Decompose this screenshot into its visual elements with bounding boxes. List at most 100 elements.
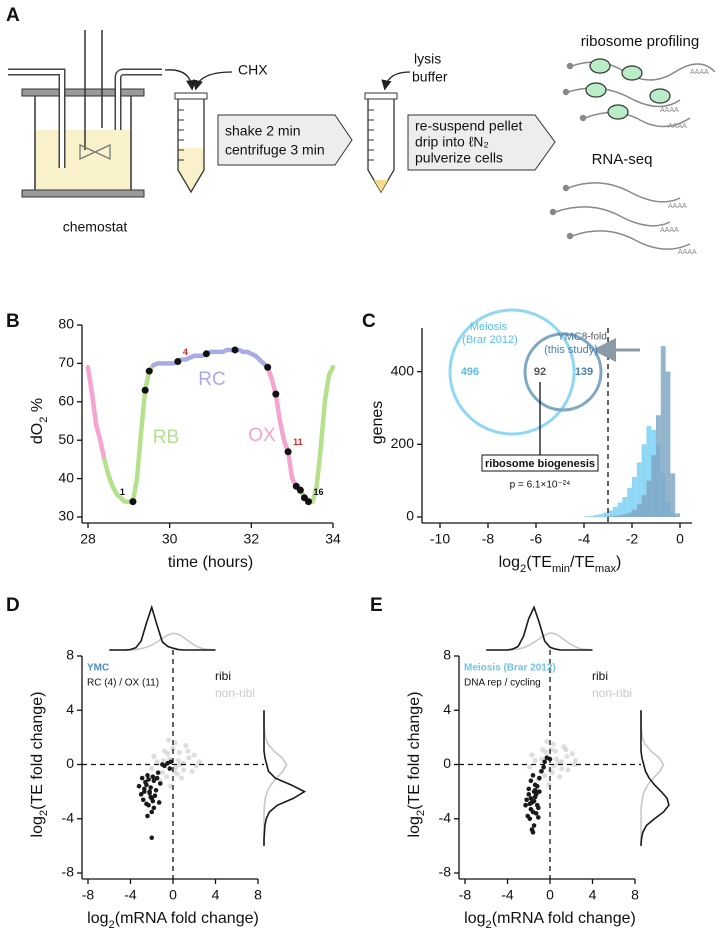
tube [174, 92, 208, 194]
panel-label: A [6, 5, 20, 26]
y-axis-label: log2(TE fold change) [406, 692, 427, 838]
y-tick-label: 50 [58, 431, 74, 447]
scatter-point [563, 746, 569, 753]
histogram-bar [612, 506, 618, 517]
x-axis-label: log2(TEmin/TEmax) [499, 554, 622, 575]
time-point-label: 1 [120, 487, 125, 497]
label-part: 2 [520, 563, 526, 575]
scatter-point [528, 796, 534, 801]
legend-entry: ribi [592, 669, 608, 683]
histogram-bar [612, 515, 618, 517]
x-tick-label: 8 [254, 887, 262, 903]
label-part: (TE fold change) [29, 692, 46, 810]
panel-label: E [370, 595, 383, 616]
poly-a: AAAA [690, 69, 709, 76]
time-point [174, 357, 182, 365]
step-text: centrifuge 3 min [225, 142, 325, 158]
overlap-label: ribosome biogenesis [485, 458, 595, 470]
y-tick-label: 70 [58, 354, 74, 370]
histogram-bar [641, 444, 647, 517]
scatter-point [532, 787, 538, 793]
scatter-point [185, 748, 191, 754]
label-part: 2 [109, 919, 115, 931]
scatter-point [143, 779, 148, 785]
scatter-point [175, 757, 181, 764]
time-point [264, 363, 272, 371]
y-tick-label: 8 [66, 647, 74, 663]
time-point [231, 346, 239, 354]
threshold-label: > 8-fold [573, 332, 607, 343]
scatter-point [536, 815, 541, 820]
venn-count: 139 [575, 366, 593, 378]
histogram-bar [593, 515, 599, 517]
comparison-label: DNA rep / cycling [464, 678, 541, 689]
scatter-point [523, 802, 528, 808]
legend-entry: ribi [215, 669, 231, 683]
histogram-bar [646, 480, 652, 517]
reagent-label: buffer [412, 69, 448, 85]
y-tick-label: 400 [391, 362, 415, 378]
y-tick-label: -4 [62, 809, 75, 825]
step-text: re-suspend pellet [415, 118, 523, 134]
step-text: shake 2 min [225, 123, 300, 139]
venn-count: 92 [534, 366, 546, 378]
scatter-point [151, 753, 157, 759]
scatter-point [565, 767, 571, 773]
annotation-box [481, 454, 599, 472]
y-axis-label: genes [369, 401, 386, 445]
scatter-point [177, 761, 184, 768]
time-point [129, 498, 137, 506]
scatter-point [176, 749, 182, 755]
scatter-point [138, 792, 144, 797]
scatter-point [537, 775, 542, 781]
scatter-point [172, 740, 178, 746]
y-tick-label: 8 [443, 647, 451, 663]
method-label: RNA-seq [592, 151, 653, 168]
y-tick-label: 0 [66, 755, 74, 771]
label-part: log [464, 910, 485, 927]
marginal-density [640, 710, 665, 846]
poly-a: AAAA [678, 249, 697, 256]
scatter-point [191, 752, 197, 758]
scatter-point [564, 753, 570, 759]
label-part: (TE fold change) [406, 692, 423, 810]
histogram-bar [636, 462, 642, 517]
histogram-bar [617, 515, 623, 517]
x-tick-label: 0 [169, 887, 177, 903]
venn-label-line: YMC [557, 331, 585, 343]
scatter-point [157, 781, 163, 786]
reagent-label: lysis [414, 51, 441, 67]
marginal-density [486, 632, 593, 651]
scatter-point [171, 768, 177, 774]
scatter-point [160, 757, 167, 764]
label-part: 2 [486, 919, 492, 931]
label-part: (mRNA fold change) [115, 910, 259, 927]
y-tick-label: 200 [391, 435, 415, 451]
time-point [141, 386, 149, 394]
scatter-point [154, 759, 160, 765]
y-axis-label: log2(TE fold change) [29, 692, 50, 838]
scatter-point [552, 748, 558, 754]
scatter-point [528, 778, 534, 784]
scatter-point [527, 764, 533, 770]
scatter-point [542, 772, 548, 778]
scatter-point [154, 775, 160, 781]
step-box [217, 114, 353, 166]
scatter-point [142, 789, 147, 794]
scatter-point [164, 774, 170, 780]
scatter-point [173, 764, 179, 770]
label-part: log [29, 816, 46, 837]
x-tick-label: -4 [124, 887, 137, 903]
vessel-label: chemostat [63, 219, 128, 235]
venn-label: Meiosis (Brar 2012) [462, 321, 518, 346]
time-point [296, 486, 304, 494]
scatter-point [148, 785, 153, 790]
x-tick-label: -10 [430, 531, 450, 547]
histogram-bar [584, 516, 589, 517]
time-point-label: 11 [293, 437, 303, 447]
histogram-bar [632, 477, 637, 517]
marginal-density [486, 605, 593, 651]
y-tick-label: -8 [62, 864, 75, 880]
histogram-bar [627, 512, 632, 517]
